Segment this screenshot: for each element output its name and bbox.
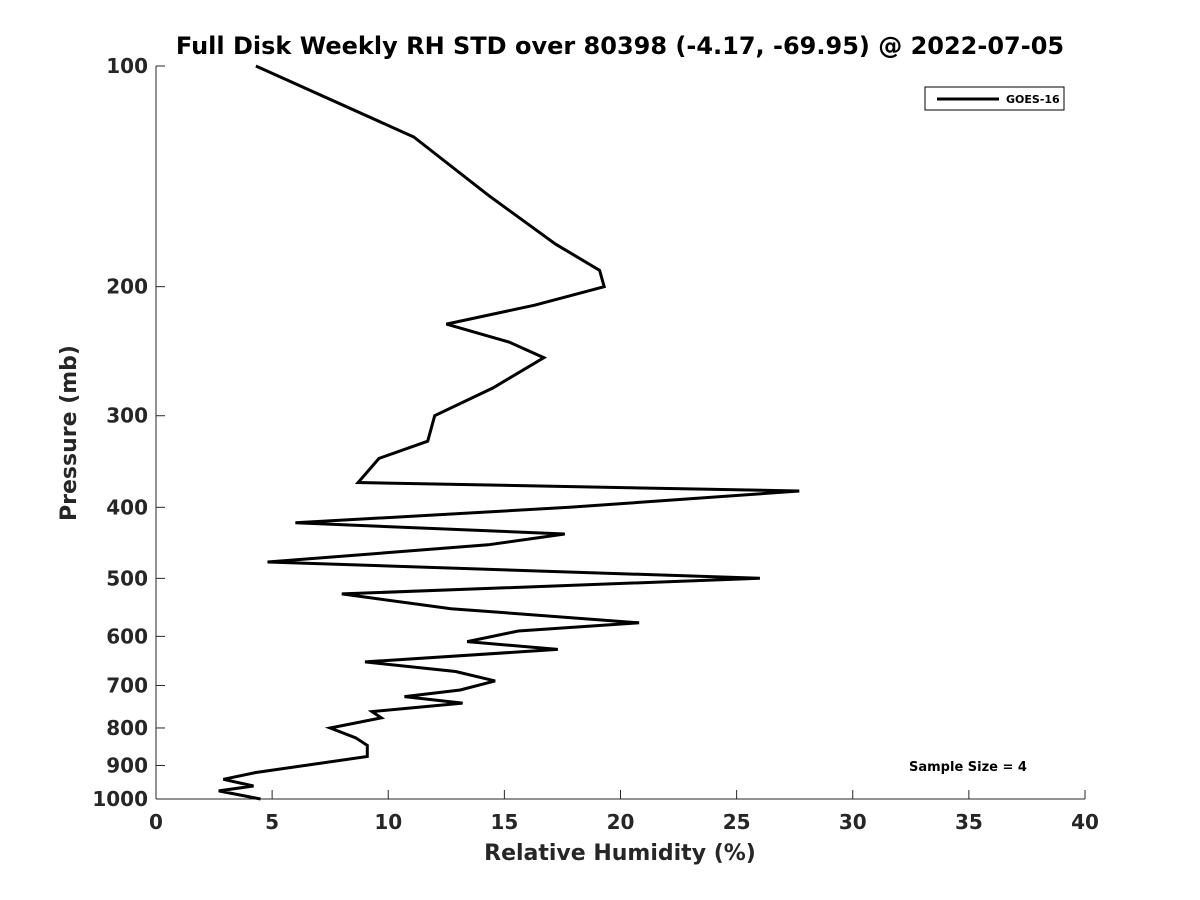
y-tick-label: 800	[106, 716, 148, 740]
y-tick-label: 100	[106, 54, 148, 78]
x-tick-label: 35	[955, 810, 983, 834]
sample-size-annotation: Sample Size = 4	[909, 760, 1027, 775]
y-tick-label: 400	[106, 495, 148, 519]
y-axis-label: Pressure (mb)	[57, 345, 82, 521]
y-tick-label: 700	[106, 673, 148, 697]
x-tick-label: 5	[265, 810, 279, 834]
y-tick-label: 600	[106, 624, 148, 648]
x-tick-label: 25	[723, 810, 751, 834]
series-line-goes-16	[218, 64, 800, 801]
x-tick-label: 15	[490, 810, 518, 834]
chart-title: Full Disk Weekly RH STD over 80398 (-4.1…	[176, 32, 1064, 60]
plot-area	[156, 66, 1085, 799]
y-tick-label: 1000	[92, 787, 148, 811]
x-tick-label: 30	[839, 810, 867, 834]
x-tick-label: 0	[149, 810, 163, 834]
y-tick-label: 900	[106, 753, 148, 777]
y-tick-label: 200	[106, 275, 148, 299]
legend-label-goes-16: GOES-16	[1006, 93, 1060, 106]
x-tick-label: 20	[607, 810, 635, 834]
x-tick-label: 40	[1071, 810, 1099, 834]
y-tick-label: 500	[106, 566, 148, 590]
legend: GOES-16	[924, 86, 1065, 111]
x-axis-label: Relative Humidity (%)	[484, 841, 756, 866]
x-tick-label: 10	[374, 810, 402, 834]
y-tick-label: 300	[106, 404, 148, 428]
